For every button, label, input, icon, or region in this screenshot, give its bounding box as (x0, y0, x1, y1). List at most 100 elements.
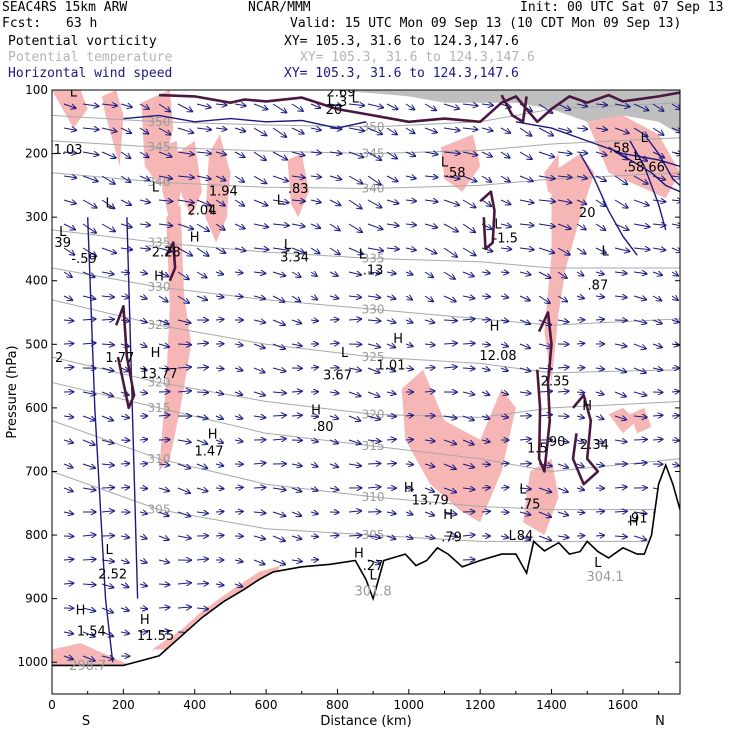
pv-fill-region (159, 204, 192, 472)
high-marker: H (190, 230, 200, 245)
wind-vector (196, 416, 208, 419)
wind-vector (177, 295, 189, 303)
wind-vector (234, 128, 245, 131)
init-time: Init: 00 UTC Sat 07 Sep 13 (520, 0, 724, 15)
contour-value-label: 2.35 (541, 375, 570, 390)
wind-vector (253, 344, 265, 348)
wind-vector (500, 320, 508, 321)
wind-vector (139, 176, 149, 180)
low-marker: L (594, 556, 602, 571)
wind-vector (101, 272, 114, 274)
wind-vector (101, 175, 115, 184)
wind-vector (196, 152, 211, 154)
wind-vector (652, 415, 663, 416)
wind-vector (671, 272, 678, 276)
wind-vector (253, 248, 268, 250)
wind-vector (158, 415, 169, 416)
field-xy-wind: XY= 105.3, 31.6 to 124.3,147.6 (284, 66, 519, 81)
wind-vector (139, 488, 147, 489)
wind-vector (215, 535, 224, 536)
wind-vector (500, 175, 510, 182)
wind-vector (120, 272, 129, 273)
wind-vector (310, 176, 321, 177)
wind-vector (272, 175, 288, 181)
wind-vector (310, 247, 320, 253)
wind-vector (158, 151, 172, 157)
wind-vector (386, 512, 396, 514)
wind-vector (462, 104, 478, 106)
pv-contour (571, 393, 600, 486)
contour-value-label: .80 (313, 420, 334, 435)
wind-vector (234, 175, 244, 182)
wind-vector (671, 391, 679, 392)
high-marker: H (208, 427, 218, 442)
wind-vector (272, 559, 285, 565)
y-tick-label: 800 (25, 528, 48, 542)
wind-vector (405, 103, 414, 110)
theta-contour (52, 356, 680, 418)
wind-vector (386, 344, 395, 347)
wind-vector (348, 391, 361, 396)
wind-vector (310, 512, 318, 514)
wind-vector (139, 151, 149, 157)
wind-vector (481, 175, 491, 182)
wind-vector (595, 368, 604, 369)
wind-vector (405, 415, 413, 416)
wind-vector (462, 439, 474, 445)
wind-vector (234, 511, 243, 512)
wind-vector (82, 223, 96, 233)
wind-vector (272, 151, 287, 160)
wind-vector (101, 391, 113, 396)
wind-vector (595, 104, 607, 105)
y-tick-label: 300 (25, 210, 48, 224)
wind-vector (63, 656, 73, 659)
wind-vector (557, 200, 571, 203)
wind-vector (234, 416, 242, 419)
wind-vector (538, 200, 555, 202)
wind-vector (595, 128, 607, 130)
wind-vector (63, 128, 76, 130)
contour-value-label: 304.1 (586, 570, 623, 585)
wind-vector (120, 416, 129, 418)
wind-vector (253, 224, 268, 227)
wind-vector (500, 392, 508, 395)
wind-vector (291, 176, 305, 178)
contour-value-label: 20 (326, 103, 343, 118)
contour-value-label: 1.5 (527, 441, 548, 456)
wind-vector (101, 368, 114, 371)
wind-vector (348, 223, 362, 232)
wind-vector (462, 175, 477, 182)
plot-frame (51, 89, 681, 695)
wind-vector (215, 512, 224, 513)
wind-vector (120, 536, 129, 538)
wind-vector (63, 464, 73, 468)
wind-vector (557, 320, 568, 322)
wind-vector (481, 248, 492, 251)
wind-vector (633, 536, 646, 540)
wind-vector (500, 463, 508, 464)
wind-vector (310, 488, 318, 491)
field-name-pv: Potential vorticity (8, 34, 157, 49)
wind-vector (633, 296, 646, 300)
wind-vector (196, 559, 208, 560)
wind-vector (234, 296, 243, 297)
wind-vector (614, 199, 628, 208)
y-tick-label: 700 (25, 464, 48, 478)
wind-vector (139, 464, 147, 465)
wind-vector (443, 463, 456, 469)
wind-vector (367, 175, 381, 185)
wind-vector (348, 128, 364, 131)
wind-vector (158, 320, 169, 324)
wind-vector (538, 247, 554, 253)
wind-vector (462, 296, 474, 298)
wind-vector (424, 127, 437, 133)
wind-vector (196, 271, 207, 278)
wind-vector (633, 367, 646, 373)
wind-vector (462, 152, 477, 155)
wind-vector (386, 200, 398, 204)
wind-vector (196, 488, 208, 491)
wind-vector (101, 488, 114, 489)
low-marker: L (284, 238, 292, 253)
wind-vector (310, 152, 321, 153)
